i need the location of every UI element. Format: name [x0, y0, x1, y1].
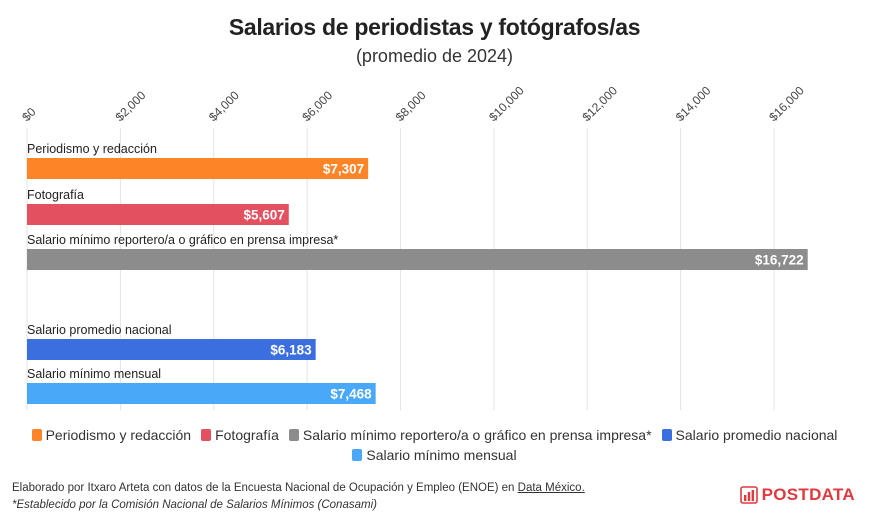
- legend-swatch: [201, 429, 212, 441]
- bar: [27, 204, 289, 225]
- legend: Periodismo y redacción Fotografía Salario …: [20, 427, 849, 463]
- legend-item[interactable]: Salario mínimo reportero/a o gráfico en …: [288, 427, 652, 443]
- x-tick-label: $12,000: [579, 83, 620, 124]
- bar: [27, 249, 808, 270]
- legend-label: Salario promedio nacional: [675, 427, 838, 443]
- legend-item[interactable]: Fotografía: [201, 427, 279, 443]
- category-label: Periodismo y redacción: [27, 142, 157, 156]
- legend-item[interactable]: Salario mínimo mensual: [352, 447, 517, 463]
- credit-text: Elaborado por Itxaro Arteta con datos de…: [12, 482, 515, 494]
- chart-subtitle: (promedio de 2024): [355, 46, 514, 66]
- legend-item[interactable]: Periodismo y redacción: [31, 427, 192, 443]
- x-tick-label: $0: [19, 105, 39, 125]
- data-label: $6,183: [270, 343, 312, 358]
- legend-item[interactable]: Salario promedio nacional: [661, 427, 838, 443]
- brand-logo[interactable]: POSTDATA: [739, 485, 855, 505]
- legend-label: Salario mínimo mensual: [366, 447, 517, 463]
- category-label: Salario promedio nacional: [27, 323, 172, 337]
- legend-label: Fotografía: [215, 427, 279, 443]
- bar: [27, 383, 376, 404]
- chart-title: Salarios de periodistas y fotógrafos/as: [228, 14, 641, 40]
- data-label: $7,307: [323, 162, 364, 177]
- category-label: Salario mínimo reportero/a o gráfico en …: [27, 233, 338, 247]
- data-label: $7,468: [330, 387, 372, 402]
- category-label: Fotografía: [27, 188, 84, 202]
- x-tick-label: $10,000: [486, 83, 527, 124]
- legend-swatch: [31, 429, 42, 441]
- bar-chart: $0 $2,000 $4,000 $6,000 $8,000 $10,000 $12,000…: [19, 83, 808, 410]
- x-tick-label: $14,000: [673, 83, 714, 124]
- credit-line: Elaborado por Itxaro Arteta con datos de…: [12, 480, 585, 497]
- x-tick-label: $6,000: [299, 88, 335, 124]
- bar: [27, 158, 369, 179]
- legend-swatch: [352, 449, 363, 461]
- source-link[interactable]: Data México.: [517, 482, 585, 494]
- legend-swatch: [661, 429, 672, 441]
- footnote: *Establecido por la Comisión Nacional de…: [12, 499, 377, 511]
- x-tick-label: $2,000: [113, 88, 149, 124]
- x-tick-label: $4,000: [206, 88, 242, 124]
- footer: Elaborado por Itxaro Arteta con datos de…: [12, 480, 585, 514]
- brand-name: POSTDATA: [761, 485, 855, 504]
- legend-label: Periodismo y redacción: [45, 427, 192, 443]
- x-tick-label: $16,000: [766, 83, 807, 124]
- bar: [27, 339, 316, 360]
- bar-chart-logo-icon: [739, 486, 758, 504]
- data-label: $5,607: [243, 208, 284, 223]
- data-label: $16,722: [755, 253, 804, 268]
- category-label: Salario mínimo mensual: [27, 367, 161, 381]
- legend-swatch: [288, 429, 299, 441]
- x-tick-label: $8,000: [393, 88, 429, 124]
- legend-label: Salario mínimo reportero/a o gráfico en …: [302, 427, 652, 443]
